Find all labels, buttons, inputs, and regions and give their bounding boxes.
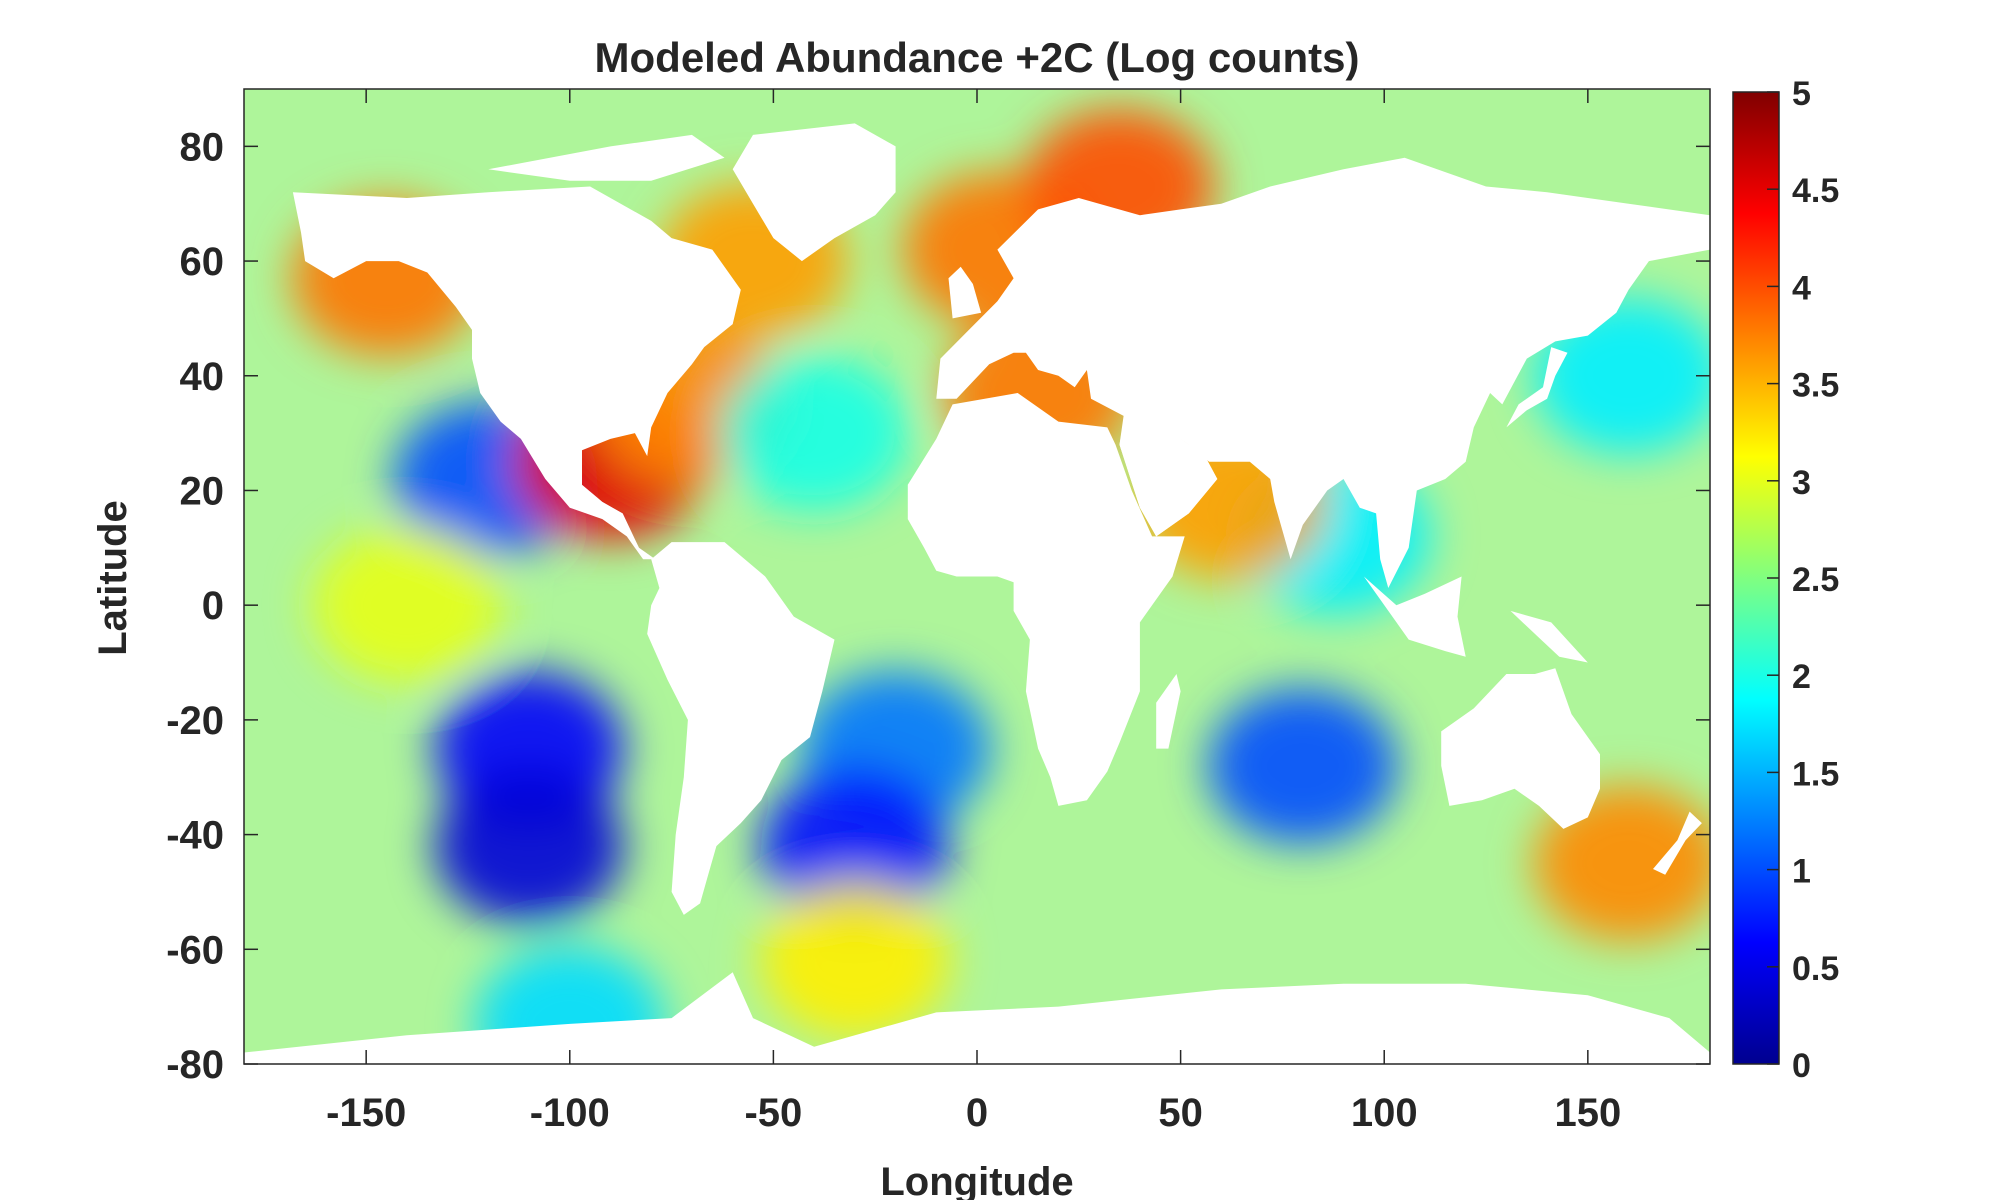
y-tick-label: 40	[180, 355, 225, 399]
land-south-america	[647, 542, 835, 915]
y-tick-label: 0	[202, 584, 224, 628]
colorbar-tick-label: 4	[1792, 269, 1811, 307]
colorbar-tick-label: 1	[1792, 853, 1811, 891]
land-arabia-fill	[1119, 421, 1218, 537]
colorbar-tick-label: 0	[1792, 1047, 1811, 1085]
heat-region	[311, 527, 502, 684]
x-tick-label: -100	[530, 1091, 610, 1135]
chart-title: Modeled Abundance +2C (Log counts)	[595, 34, 1360, 81]
x-axis-ticks: -150 -100 -50 0 50 100 150	[326, 89, 1621, 1135]
colorbar: 0 0.5 1 1.5 2 2.5 3 3.5 4 4.5 5	[1732, 75, 1839, 1085]
heat-region	[759, 768, 950, 925]
land-borneo-indonesia	[1363, 576, 1466, 657]
heat-region	[759, 882, 950, 1039]
x-tick-label: -150	[326, 1091, 406, 1135]
land-africa	[907, 393, 1185, 806]
land-antarctica	[244, 972, 1710, 1064]
colorbar-tick-label: 0.5	[1792, 950, 1839, 988]
colorbar-tick-label: 2	[1792, 658, 1811, 696]
x-tick-label: 100	[1351, 1091, 1418, 1135]
x-tick-label: 50	[1158, 1091, 1203, 1135]
land-new-guinea	[1510, 610, 1588, 663]
land-uk	[948, 266, 982, 319]
land-arctic-islands	[488, 134, 725, 181]
plot-area	[244, 89, 1710, 1064]
heat-region	[1207, 687, 1398, 844]
colorbar-tick-label: 3.5	[1792, 367, 1839, 405]
heat-region	[1533, 785, 1710, 942]
colorbar-tick-label: 4.5	[1792, 172, 1839, 210]
land-australia	[1441, 668, 1600, 829]
y-tick-label: -60	[166, 928, 224, 972]
y-tick-label: 80	[180, 125, 225, 169]
land-greenland	[732, 123, 896, 262]
land-eurasia	[936, 157, 1710, 589]
land-new-zealand	[1653, 811, 1702, 875]
y-tick-label: 20	[180, 469, 225, 513]
land-japan	[1506, 347, 1568, 428]
x-tick-label: -50	[744, 1091, 802, 1135]
colorbar-tick-label: 1.5	[1792, 755, 1839, 793]
colorbar-tick-label: 3	[1792, 464, 1811, 502]
x-axis-label: Longitude	[880, 1160, 1073, 1200]
land-mask	[244, 123, 1710, 1064]
y-tick-label: 60	[180, 240, 225, 284]
y-axis-ticks: -80 -60 -40 -20 0 20 40 60 80	[166, 125, 1710, 1087]
colorbar-tick-label: 5	[1792, 75, 1811, 113]
y-tick-label: -40	[166, 814, 224, 858]
y-axis-label: Latitude	[91, 500, 135, 656]
x-tick-label: 0	[966, 1091, 988, 1135]
colorbar-ticks: 0 0.5 1 1.5 2 2.5 3 3.5 4 4.5 5	[1767, 75, 1839, 1085]
heat-region	[434, 768, 625, 925]
land-madagascar	[1156, 674, 1181, 749]
y-tick-label: -80	[166, 1043, 224, 1087]
heat-region	[719, 355, 910, 512]
land-north-america	[292, 186, 741, 560]
colorbar-tick-label: 2.5	[1792, 561, 1839, 599]
y-tick-label: -20	[166, 699, 224, 743]
x-tick-label: 150	[1554, 1091, 1621, 1135]
